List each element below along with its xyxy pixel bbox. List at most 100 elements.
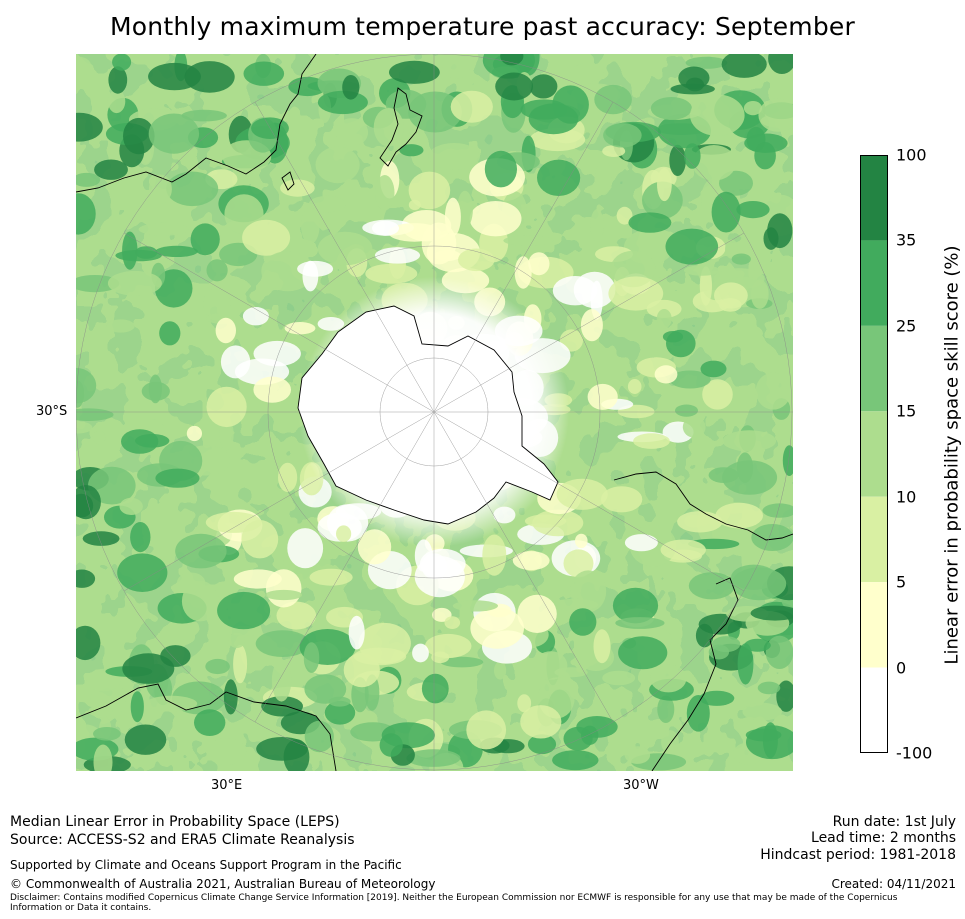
skill-patch <box>612 587 659 624</box>
copyright-text: © Commonwealth of Australia 2021, Austra… <box>10 877 436 891</box>
skill-patch <box>684 265 720 276</box>
skill-patch <box>155 245 198 257</box>
skill-patch <box>342 75 360 100</box>
skill-patch <box>421 673 449 704</box>
south-america-coast-west <box>651 577 739 771</box>
skill-patch <box>754 142 776 170</box>
colorbar-bin <box>860 155 888 241</box>
skill-patch <box>408 91 462 133</box>
skill-patch <box>76 421 93 434</box>
skill-patch <box>88 466 136 505</box>
skill-patch <box>776 680 793 712</box>
skill-patch <box>76 625 101 661</box>
skill-patch <box>148 174 172 204</box>
skill-patch <box>737 643 754 685</box>
skill-patch <box>93 727 121 741</box>
skill-patch <box>88 705 113 717</box>
skill-patch <box>736 201 770 219</box>
skill-patch <box>76 569 96 588</box>
skill-patch <box>181 109 227 122</box>
skill-patch <box>686 77 704 92</box>
skill-patch <box>624 746 651 764</box>
skill-patch <box>722 430 777 452</box>
skill-patch <box>529 74 558 99</box>
colorbar-label: Linear error in probability space skill … <box>941 245 963 665</box>
skill-patch <box>450 90 493 123</box>
colorbar <box>860 155 888 753</box>
colorbar-frame <box>860 155 888 753</box>
skill-patch <box>517 54 540 76</box>
skill-patch <box>700 360 727 378</box>
skill-patch <box>148 113 200 154</box>
colorbar-bin <box>860 325 888 412</box>
skill-patch <box>527 734 557 755</box>
skill-patch <box>593 629 611 664</box>
disclaimer-text: Disclaimer: Contains modified Copernicus… <box>10 893 940 913</box>
skill-patch <box>618 636 668 670</box>
colorbar-tick-label: 10 <box>896 487 917 507</box>
skill-patch <box>233 644 248 684</box>
skill-patch <box>76 485 101 520</box>
source-text: Source: ACCESS-S2 and ERA5 Climate Reana… <box>10 832 355 848</box>
skill-patch <box>76 112 103 142</box>
skill-patch <box>669 144 686 176</box>
tasmania-coast <box>281 171 295 191</box>
skill-patch <box>742 702 782 721</box>
skill-patch <box>76 408 114 421</box>
skill-patch <box>130 522 151 553</box>
skill-patch <box>576 716 618 738</box>
skill-patch <box>107 270 162 296</box>
skill-patch <box>665 228 719 265</box>
lat-label-30s: 30°S <box>36 404 68 419</box>
lon-label-30e: 30°E <box>211 778 243 793</box>
skill-patch <box>743 101 763 116</box>
skill-patch <box>271 659 292 702</box>
skill-patch <box>92 430 106 445</box>
skill-patch <box>660 539 706 561</box>
colorbar-tick-label: 25 <box>896 316 917 336</box>
skill-patch <box>76 193 96 235</box>
chart-title: Monthly maximum temperature past accurac… <box>110 12 855 41</box>
skill-patch <box>138 222 189 236</box>
skill-patch <box>166 171 219 207</box>
disclaimer-line-2: Information or Data it contains. <box>10 903 152 913</box>
lead-time: Lead time: 2 months <box>811 830 956 846</box>
skill-patch <box>750 279 769 309</box>
skill-patch <box>176 572 206 593</box>
skill-patch <box>94 159 128 180</box>
skill-patch <box>190 223 220 256</box>
method-text: Median Linear Error in Probability Space… <box>10 814 340 830</box>
skill-patch <box>373 108 404 147</box>
skill-patch <box>205 658 230 675</box>
skill-patch <box>304 720 334 753</box>
colorbar-tick-label: 100 <box>896 145 927 165</box>
skill-patch <box>699 690 735 706</box>
skill-patch <box>206 738 247 765</box>
skill-patch <box>304 674 347 704</box>
skill-patch <box>528 103 579 135</box>
skill-patch <box>76 367 97 404</box>
skill-patch <box>755 372 791 410</box>
skill-patch <box>758 98 793 132</box>
skill-patch <box>115 249 162 262</box>
skill-patch <box>379 733 403 757</box>
skill-patch <box>76 56 92 76</box>
skill-patch <box>93 744 113 771</box>
skill-patch <box>684 143 701 169</box>
skill-patch <box>135 434 170 448</box>
skill-patch <box>223 679 238 715</box>
skill-patch <box>112 54 132 71</box>
skill-patch <box>686 695 710 732</box>
skill-patch <box>520 705 562 739</box>
skill-patch <box>595 159 612 196</box>
skill-patch <box>763 227 779 250</box>
skill-patch <box>782 445 793 476</box>
skill-patch <box>500 54 524 66</box>
skill-patch <box>122 653 175 684</box>
colorbar-bin <box>860 582 888 668</box>
skill-patch <box>76 275 120 293</box>
skill-patch <box>76 172 101 187</box>
skill-patch <box>602 670 636 686</box>
skill-patch <box>731 253 751 265</box>
colorbar-tick-label: -100 <box>896 743 933 763</box>
